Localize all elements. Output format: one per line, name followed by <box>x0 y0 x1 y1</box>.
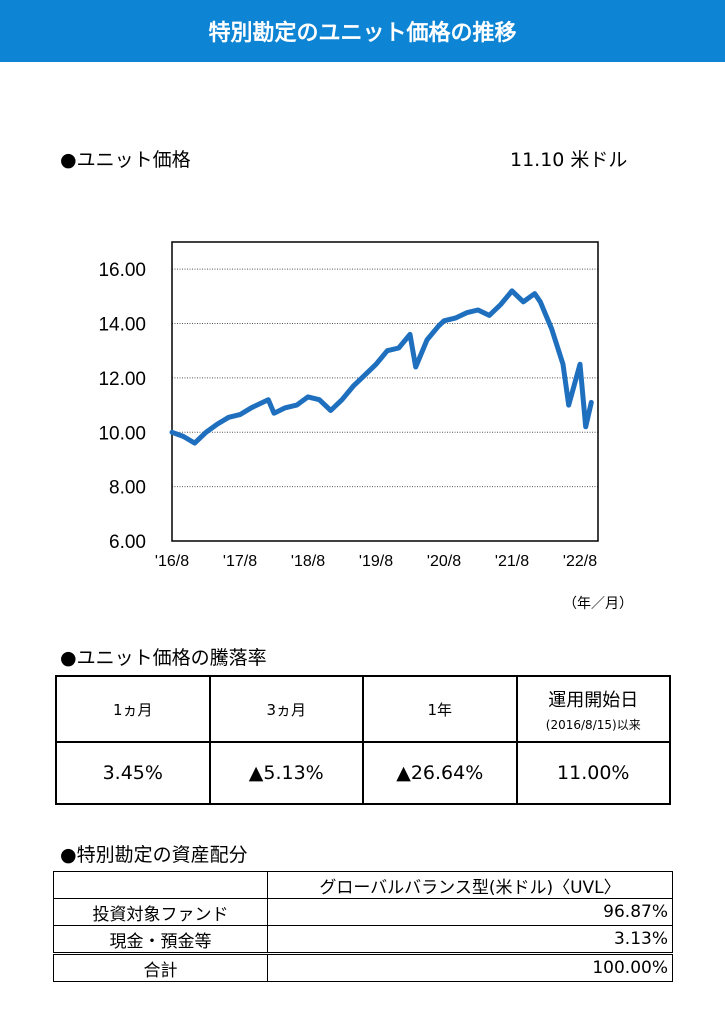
allocation-label: 現金・預金等 <box>53 925 268 954</box>
period-header-since-inception: 運用開始日 (2016/8/15)以来 <box>515 675 671 743</box>
page-title: 特別勘定のユニット価格の推移 <box>208 21 517 46</box>
x-tick-label: '16/8 <box>155 553 189 570</box>
period-header-1m: 1ヵ月 <box>55 675 211 743</box>
table-row: 投資対象ファンド 96.87% <box>53 898 673 926</box>
allocation-table: グローバルバランス型(米ドル)〈UVL〉 投資対象ファンド 96.87% 現金・… <box>53 871 673 982</box>
y-tick-label: 14.00 <box>98 315 146 336</box>
return-1y: ▲26.64% <box>362 741 518 805</box>
performance-header-row: 1ヵ月 3ヵ月 1年 運用開始日 (2016/8/15)以来 <box>55 675 671 743</box>
x-tick-label: '21/8 <box>495 553 529 570</box>
return-3m: ▲5.13% <box>208 741 364 805</box>
since-inception-label: 運用開始日 <box>548 689 639 711</box>
y-tick-label: 16.00 <box>98 260 146 281</box>
since-inception-date: (2016/8/15)以来 <box>545 717 641 732</box>
current-unit-price: 11.10 米ドル <box>510 149 628 171</box>
x-tick-label: '20/8 <box>427 553 461 570</box>
page-title-banner: 特別勘定のユニット価格の推移 <box>0 0 725 62</box>
unit-price-line <box>169 288 594 446</box>
y-tick-label: 10.00 <box>98 423 146 444</box>
period-header-1y: 1年 <box>362 675 518 743</box>
allocation-section-title: ●特別勘定の資産配分 <box>60 844 248 866</box>
unit-price-section-title: ●ユニット価格 <box>60 149 191 171</box>
allocation-value: 96.87% <box>267 898 673 926</box>
performance-table: 1ヵ月 3ヵ月 1年 運用開始日 (2016/8/15)以来 3.45% ▲5.… <box>55 675 671 805</box>
y-tick-label: 6.00 <box>109 532 146 553</box>
allocation-label: 投資対象ファンド <box>53 898 268 926</box>
allocation-column-header: グローバルバランス型(米ドル)〈UVL〉 <box>267 871 673 899</box>
y-tick-label: 12.00 <box>98 369 146 390</box>
return-since-inception: 11.00% <box>515 741 671 805</box>
allocation-blank-cell <box>53 871 268 899</box>
y-tick-label: 8.00 <box>109 478 146 499</box>
x-tick-label: '22/8 <box>563 553 597 570</box>
unit-price-chart: 6.00 8.00 10.00 12.00 14.00 16.00 '16/8 '17/8 '1… <box>98 241 599 570</box>
allocation-header-row: グローバルバランス型(米ドル)〈UVL〉 <box>53 871 673 899</box>
performance-value-row: 3.45% ▲5.13% ▲26.64% 11.00% <box>55 741 671 805</box>
allocation-total-value: 100.00% <box>267 952 673 982</box>
plot-area-frame <box>171 241 599 542</box>
x-axis-unit-label: （年／月） <box>563 596 633 612</box>
return-1m: 3.45% <box>55 741 211 805</box>
performance-section-title: ●ユニット価格の騰落率 <box>60 647 267 669</box>
allocation-total-row: 合計 100.00% <box>53 952 673 982</box>
allocation-value: 3.13% <box>267 925 673 954</box>
period-header-3m: 3ヵ月 <box>208 675 364 743</box>
x-tick-label: '19/8 <box>359 553 393 570</box>
x-tick-label: '18/8 <box>291 553 325 570</box>
x-tick-label: '17/8 <box>223 553 257 570</box>
table-row: 現金・預金等 3.13% <box>53 925 673 954</box>
allocation-total-label: 合計 <box>53 952 268 982</box>
